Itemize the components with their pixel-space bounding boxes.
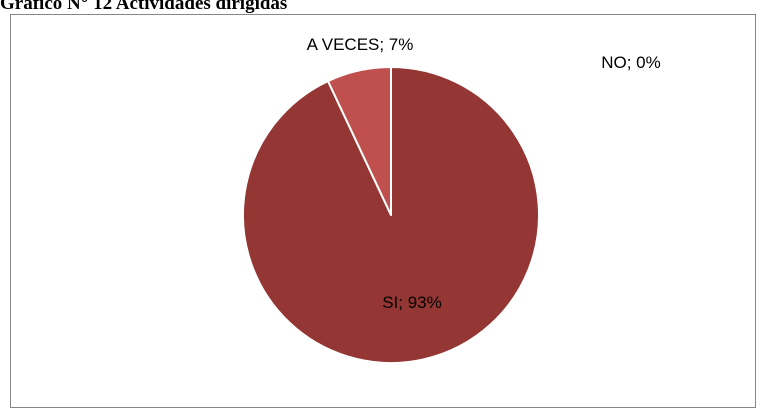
pie-slices bbox=[242, 66, 540, 364]
data-label-no: NO; 0% bbox=[601, 53, 661, 72]
pie-slice-a-veces bbox=[326, 66, 392, 216]
data-label-si: SI; 93% bbox=[382, 293, 442, 312]
data-label-a-veces: A VECES; 7% bbox=[307, 35, 414, 54]
pie-data-labels: SI; 93% A VECES; 7% NO; 0% bbox=[307, 35, 661, 312]
figure-caption: Gráfico N° 12 Actividades dirigidas bbox=[0, 0, 288, 14]
